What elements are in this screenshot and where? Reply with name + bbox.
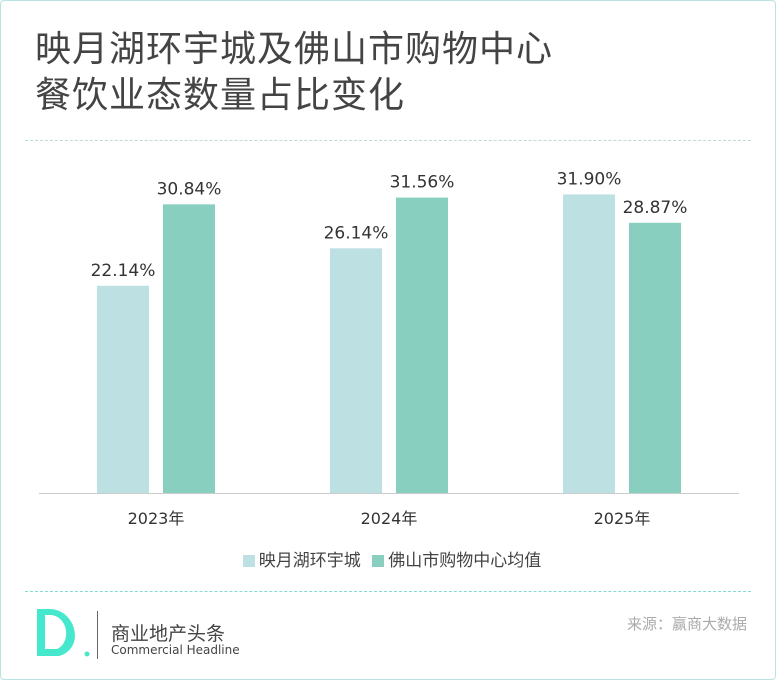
data-label: 26.14% bbox=[324, 223, 389, 243]
legend-label-1: 映月湖环宇城 bbox=[258, 551, 361, 571]
brand-logo-icon bbox=[37, 609, 90, 657]
data-label: 31.90% bbox=[557, 169, 622, 189]
data-label: 30.84% bbox=[157, 179, 222, 199]
footer-divider bbox=[25, 591, 751, 592]
bar bbox=[97, 285, 149, 493]
bar bbox=[563, 194, 615, 493]
x-tick-label: 2024年 bbox=[361, 509, 418, 528]
bar bbox=[629, 222, 681, 493]
data-label: 22.14% bbox=[91, 261, 156, 281]
brand-name-en: Commercial Headline bbox=[111, 643, 240, 657]
data-label: 28.87% bbox=[623, 198, 688, 218]
title-line-2: 餐饮业态数量占比变化 bbox=[35, 75, 406, 116]
legend-swatch-2 bbox=[372, 555, 385, 567]
x-tick-label: 2023年 bbox=[128, 509, 185, 528]
chart-title: 映月湖环宇城及佛山市购物中心 餐饮业态数量占比变化 bbox=[35, 27, 553, 119]
legend-label-2: 佛山市购物中心均值 bbox=[388, 551, 542, 571]
bar bbox=[330, 248, 382, 493]
bar bbox=[396, 197, 448, 494]
source-note: 来源：赢商大数据 bbox=[626, 615, 747, 633]
legend: 映月湖环宇城 佛山市购物中心均值 bbox=[1, 546, 775, 571]
title-line-1: 映月湖环宇城及佛山市购物中心 bbox=[35, 29, 554, 70]
logo-separator bbox=[97, 611, 98, 659]
brand-name: 商业地产头条 bbox=[111, 623, 226, 645]
legend-swatch-1 bbox=[242, 555, 255, 567]
bar-chart: 22.14% 30.84% 2023年 26.14% 31.56% 2024年 31.90%… bbox=[39, 169, 739, 528]
bar bbox=[163, 204, 215, 494]
x-tick-label: 2025年 bbox=[594, 509, 651, 528]
data-label: 31.56% bbox=[390, 173, 455, 193]
divider bbox=[25, 140, 751, 141]
